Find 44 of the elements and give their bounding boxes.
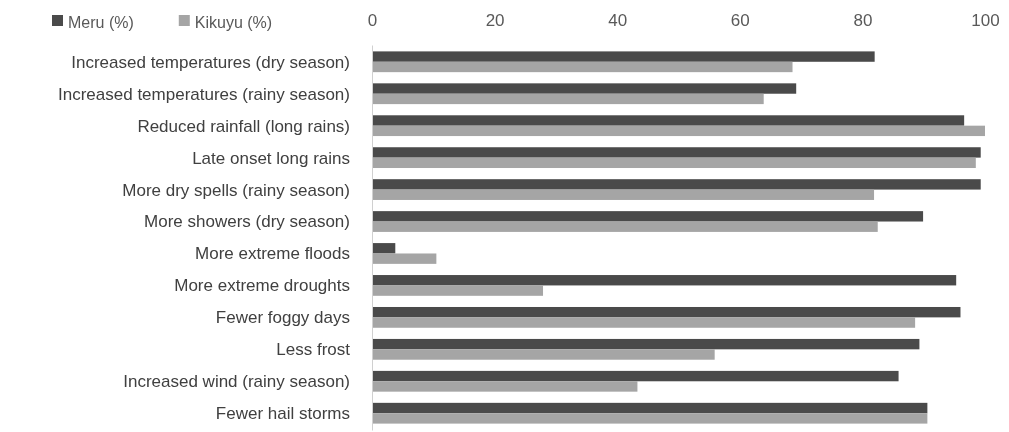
bar (372, 93, 764, 105)
legend-label: Kikuyu (%) (194, 14, 273, 31)
bar (372, 51, 875, 62)
bar (372, 211, 924, 222)
y-tick-label: Increased temperatures (dry season) (71, 52, 350, 72)
x-tick-label: 60 (730, 11, 750, 30)
legend-label: Meru (%) (68, 14, 134, 31)
bar (372, 381, 638, 392)
bar (372, 115, 965, 126)
x-tick-label: 40 (608, 11, 628, 30)
bar (372, 125, 985, 137)
y-tick-label: Reduced rainfall (long rains) (137, 116, 350, 136)
bar (372, 189, 875, 200)
y-tick-label: Increased wind (rainy season) (123, 372, 350, 392)
y-tick-label: Fewer hail storms (215, 404, 350, 424)
y-tick-label: More showers (dry season) (144, 212, 350, 232)
y-tick-label: Less frost (276, 340, 351, 360)
bar (372, 370, 899, 382)
bar (372, 275, 957, 286)
y-tick-label: More extreme droughts (174, 276, 350, 296)
bar (372, 157, 976, 169)
bar (372, 221, 878, 232)
x-tick-label: 0 (367, 11, 378, 30)
bar (372, 338, 920, 350)
bar (372, 285, 544, 296)
bar (372, 83, 797, 94)
y-tick-label: Fewer foggy days (215, 308, 350, 328)
bar (372, 306, 961, 318)
bar (372, 349, 715, 360)
bar (372, 317, 916, 328)
bar (372, 179, 981, 190)
y-tick-label: Late onset long rains (192, 148, 350, 168)
x-tick-label: 100 (971, 11, 1000, 30)
bar (372, 253, 437, 264)
bar (372, 243, 396, 254)
x-tick-label: 20 (485, 11, 505, 30)
y-tick-label: More extreme floods (195, 244, 350, 264)
x-tick-label: 80 (853, 11, 873, 30)
bar (372, 61, 793, 73)
y-tick-label: More dry spells (rainy season) (122, 180, 350, 200)
bar (372, 147, 981, 158)
y-tick-label: Increased temperatures (rainy season) (58, 84, 350, 104)
bar (372, 413, 928, 424)
bar (372, 402, 928, 414)
